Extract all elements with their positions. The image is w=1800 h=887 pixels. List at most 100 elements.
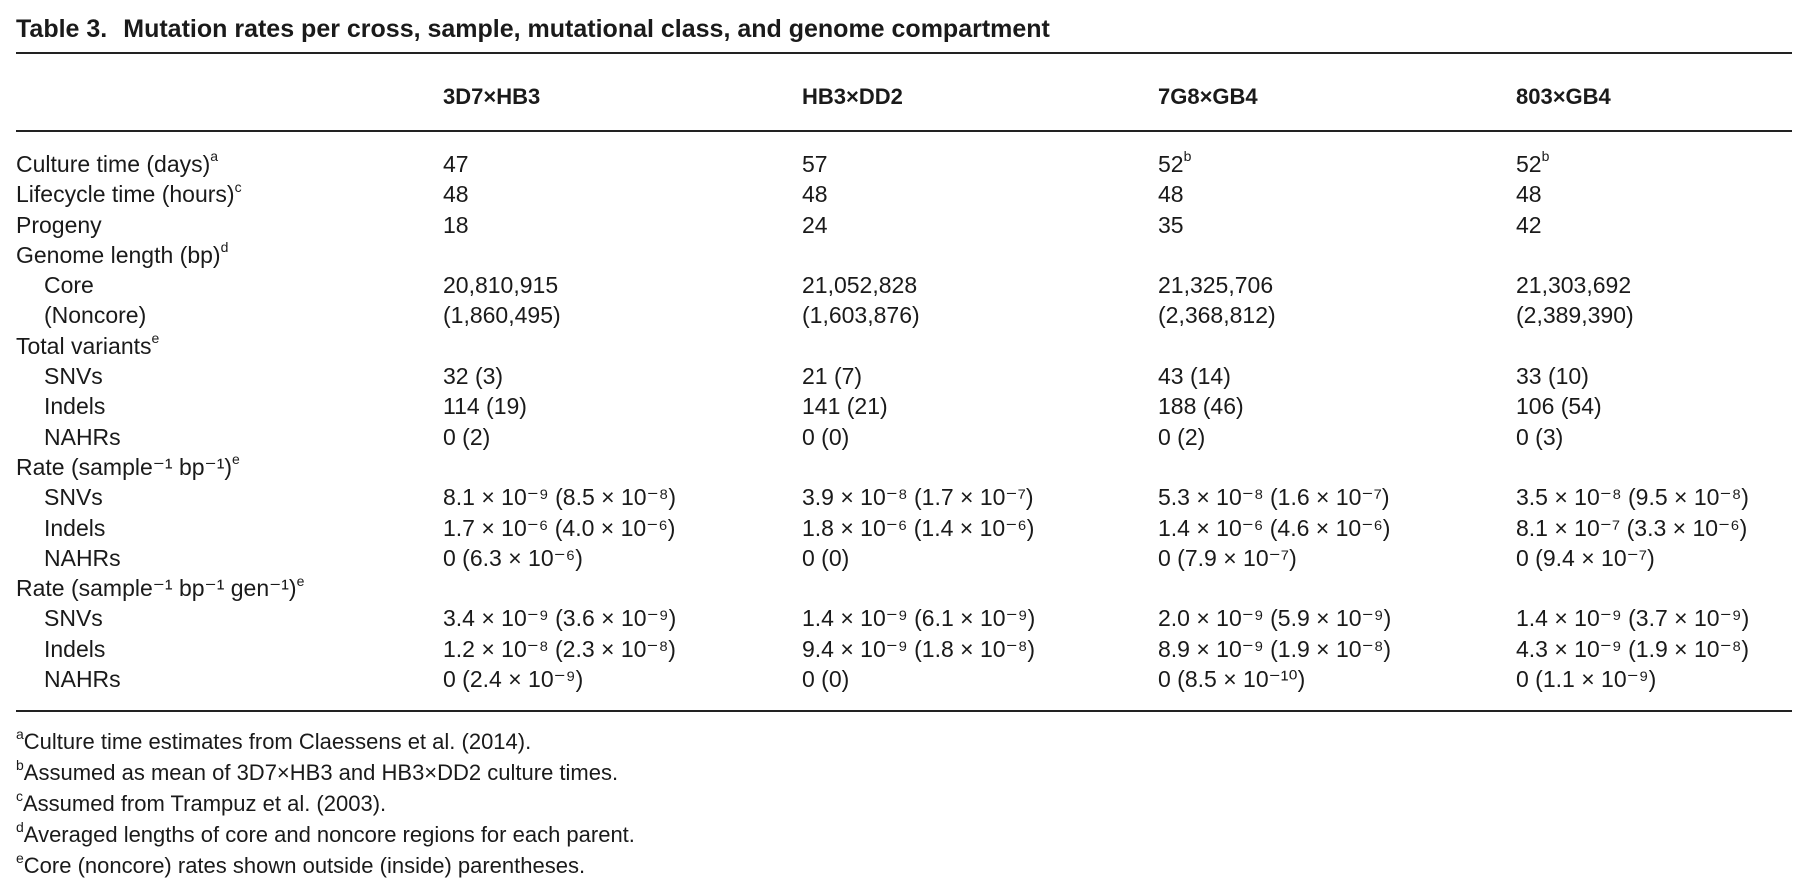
row-label: SNVs [44, 484, 103, 511]
table-cell: 57 [802, 151, 828, 177]
footnote-mark: b [16, 756, 24, 773]
table-cell: (2,389,390) [1516, 302, 1634, 329]
table-cell: 42 [1516, 211, 1542, 238]
table-cell: 24 [802, 211, 828, 238]
table-cell: 4.3 × 10⁻⁹ (1.9 × 10⁻⁸) [1516, 635, 1750, 662]
table-cell: 2.0 × 10⁻⁹ (5.9 × 10⁻⁹) [1158, 605, 1392, 632]
table-row: SNVs 32 (3) 21 (7) 43 (14) 33 (10) [16, 361, 1792, 391]
top-rule [16, 52, 1792, 54]
table-cell: 32 (3) [443, 363, 504, 390]
table-cell: 8.1 × 10⁻⁷ (3.3 × 10⁻⁶) [1516, 514, 1748, 541]
footnote-mark: d [16, 818, 24, 835]
bottom-rule [16, 710, 1792, 712]
footnote-mark: b [1541, 148, 1550, 165]
table-cell: 3.4 × 10⁻⁹ (3.6 × 10⁻⁹) [443, 605, 677, 632]
table-row: Lifecycle time (hours)c 48 48 48 48 [16, 179, 1792, 209]
footnote-mark: b [1183, 148, 1192, 165]
table-cell: 106 (54) [1516, 393, 1602, 420]
table-body: Culture time (days)a 47 57 52b 52b Lifecycle … [16, 149, 1792, 694]
table-cell: 8.1 × 10⁻⁹ (8.5 × 10⁻⁸) [443, 484, 677, 511]
table-cell: 21,303,692 [1516, 272, 1632, 299]
table-cell: 114 (19) [443, 393, 527, 420]
table-cell: 21,325,706 [1158, 272, 1274, 299]
footnote-mark: e [151, 330, 160, 347]
header-rule [16, 130, 1792, 132]
table-cell: 1.2 × 10⁻⁸ (2.3 × 10⁻⁸) [443, 635, 676, 662]
table-row: SNVs 3.4 × 10⁻⁹ (3.6 × 10⁻⁹) 1.4 × 10⁻⁹ (6… [16, 603, 1792, 633]
footnote-text: Culture time estimates from Claessens et… [23, 729, 532, 754]
table-cell: 47 [443, 151, 469, 177]
column-header: 7G8×GB4 [1158, 84, 1258, 109]
footnote: bAssumed as mean of 3D7×HB3 and HB3×DD2 … [16, 757, 1792, 788]
table-row: NAHRs 0 (2) 0 (0) 0 (2) 0 (3) [16, 422, 1792, 452]
table-label: Table 3. [16, 15, 108, 43]
table-cell: 48 [1516, 181, 1542, 208]
footnote: eCore (noncore) rates shown outside (ins… [16, 850, 1792, 881]
table-row: Rate (sample⁻¹ bp⁻¹ gen⁻¹)e [16, 573, 1792, 603]
table-cell: 1.4 × 10⁻⁹ (3.7 × 10⁻⁹) [1516, 605, 1750, 632]
row-label: Culture time (days)a [16, 148, 219, 177]
table-row: Indels 1.2 × 10⁻⁸ (2.3 × 10⁻⁸) 9.4 × 10⁻⁹ … [16, 634, 1792, 664]
table-cell: 0 (0) [802, 423, 850, 450]
table-cell: 3.9 × 10⁻⁸ (1.7 × 10⁻⁷) [802, 484, 1034, 511]
table-cell: 1.4 × 10⁻⁶ (4.6 × 10⁻⁶) [1158, 514, 1391, 541]
footnote-mark: e [16, 849, 24, 866]
column-header: HB3×DD2 [802, 84, 903, 109]
table-cell: 52b [1158, 148, 1192, 177]
table-row: Indels 114 (19) 141 (21) 188 (46) 106 (54) [16, 391, 1792, 421]
row-label: SNVs [44, 363, 103, 390]
footnote: aCulture time estimates from Claessens e… [16, 726, 1792, 757]
row-label: Core [44, 272, 94, 299]
footnote-mark: a [210, 148, 219, 165]
footnote-mark: e [232, 451, 240, 468]
footnote-text: Averaged lengths of core and noncore reg… [23, 822, 635, 847]
column-header: 803×GB4 [1516, 84, 1611, 109]
row-label: NAHRs [44, 666, 121, 693]
table-caption: Table 3. Mutation rates per cross, sample… [16, 14, 1792, 46]
table-cell: (1,860,495) [443, 302, 561, 329]
footnote-mark: a [16, 725, 24, 742]
table-cell: 20,810,915 [443, 272, 559, 299]
table-cell: 0 (9.4 × 10⁻⁷) [1516, 544, 1655, 571]
table-cell: 1.8 × 10⁻⁶ (1.4 × 10⁻⁶) [802, 514, 1035, 541]
row-label: SNVs [44, 605, 103, 632]
table-cell: 1.4 × 10⁻⁹ (6.1 × 10⁻⁹) [802, 605, 1036, 632]
table-cell: 35 [1158, 211, 1184, 238]
footnote-mark: e [296, 572, 305, 589]
table-row: Genome length (bp)d [16, 240, 1792, 270]
table-cell: 48 [443, 181, 469, 208]
table-cell: (2,368,812) [1158, 302, 1276, 329]
row-label: Rate (sample⁻¹ bp⁻¹ gen⁻¹)e [16, 572, 305, 602]
table-cell: 141 (21) [802, 393, 888, 420]
table-cell: 1.7 × 10⁻⁶ (4.0 × 10⁻⁶) [443, 514, 676, 541]
footnote-text: Assumed from Trampuz et al. (2003). [23, 791, 387, 816]
table-cell: 0 (8.5 × 10⁻¹⁰) [1158, 666, 1306, 693]
table-cell: 0 (0) [802, 666, 850, 693]
row-label: NAHRs [44, 423, 121, 450]
table-cell: 0 (2) [1158, 423, 1206, 450]
table-cell: 21 (7) [802, 363, 863, 390]
footnote-mark: c [16, 787, 23, 804]
table-cell: 52b [1516, 148, 1550, 177]
table-cell: 33 (10) [1516, 363, 1589, 390]
table-row: Progeny 18 24 35 42 [16, 210, 1792, 240]
table-figure: Table 3. Mutation rates per cross, sample… [16, 14, 1792, 878]
row-label: Indels [44, 393, 106, 420]
table-cell: 21,052,828 [802, 272, 918, 299]
table-cell: 0 (6.3 × 10⁻⁶) [443, 544, 583, 571]
table-row: Indels 1.7 × 10⁻⁶ (4.0 × 10⁻⁶) 1.8 × 10⁻⁶ … [16, 513, 1792, 543]
row-label: Total variantse [16, 330, 160, 359]
table-cell: 18 [443, 211, 469, 238]
column-header: 3D7×HB3 [443, 84, 541, 109]
row-label: Indels [44, 514, 106, 541]
table-cell: 43 (14) [1158, 363, 1231, 390]
table-row: Culture time (days)a 47 57 52b 52b [16, 149, 1792, 179]
table-cell: 0 (2) [443, 423, 491, 450]
table-cell: 3.5 × 10⁻⁸ (9.5 × 10⁻⁸) [1516, 484, 1749, 511]
row-label: Lifecycle time (hours)c [16, 178, 242, 208]
table-footnotes: aCulture time estimates from Claessens e… [16, 726, 1792, 881]
table-row: (Noncore) (1,860,495) (1,603,876) (2,368,81… [16, 300, 1792, 330]
table-cell: 0 (7.9 × 10⁻⁷) [1158, 544, 1297, 571]
table-row: Core 20,810,915 21,052,828 21,325,706 21,303… [16, 270, 1792, 300]
footnote-mark: d [220, 239, 229, 256]
